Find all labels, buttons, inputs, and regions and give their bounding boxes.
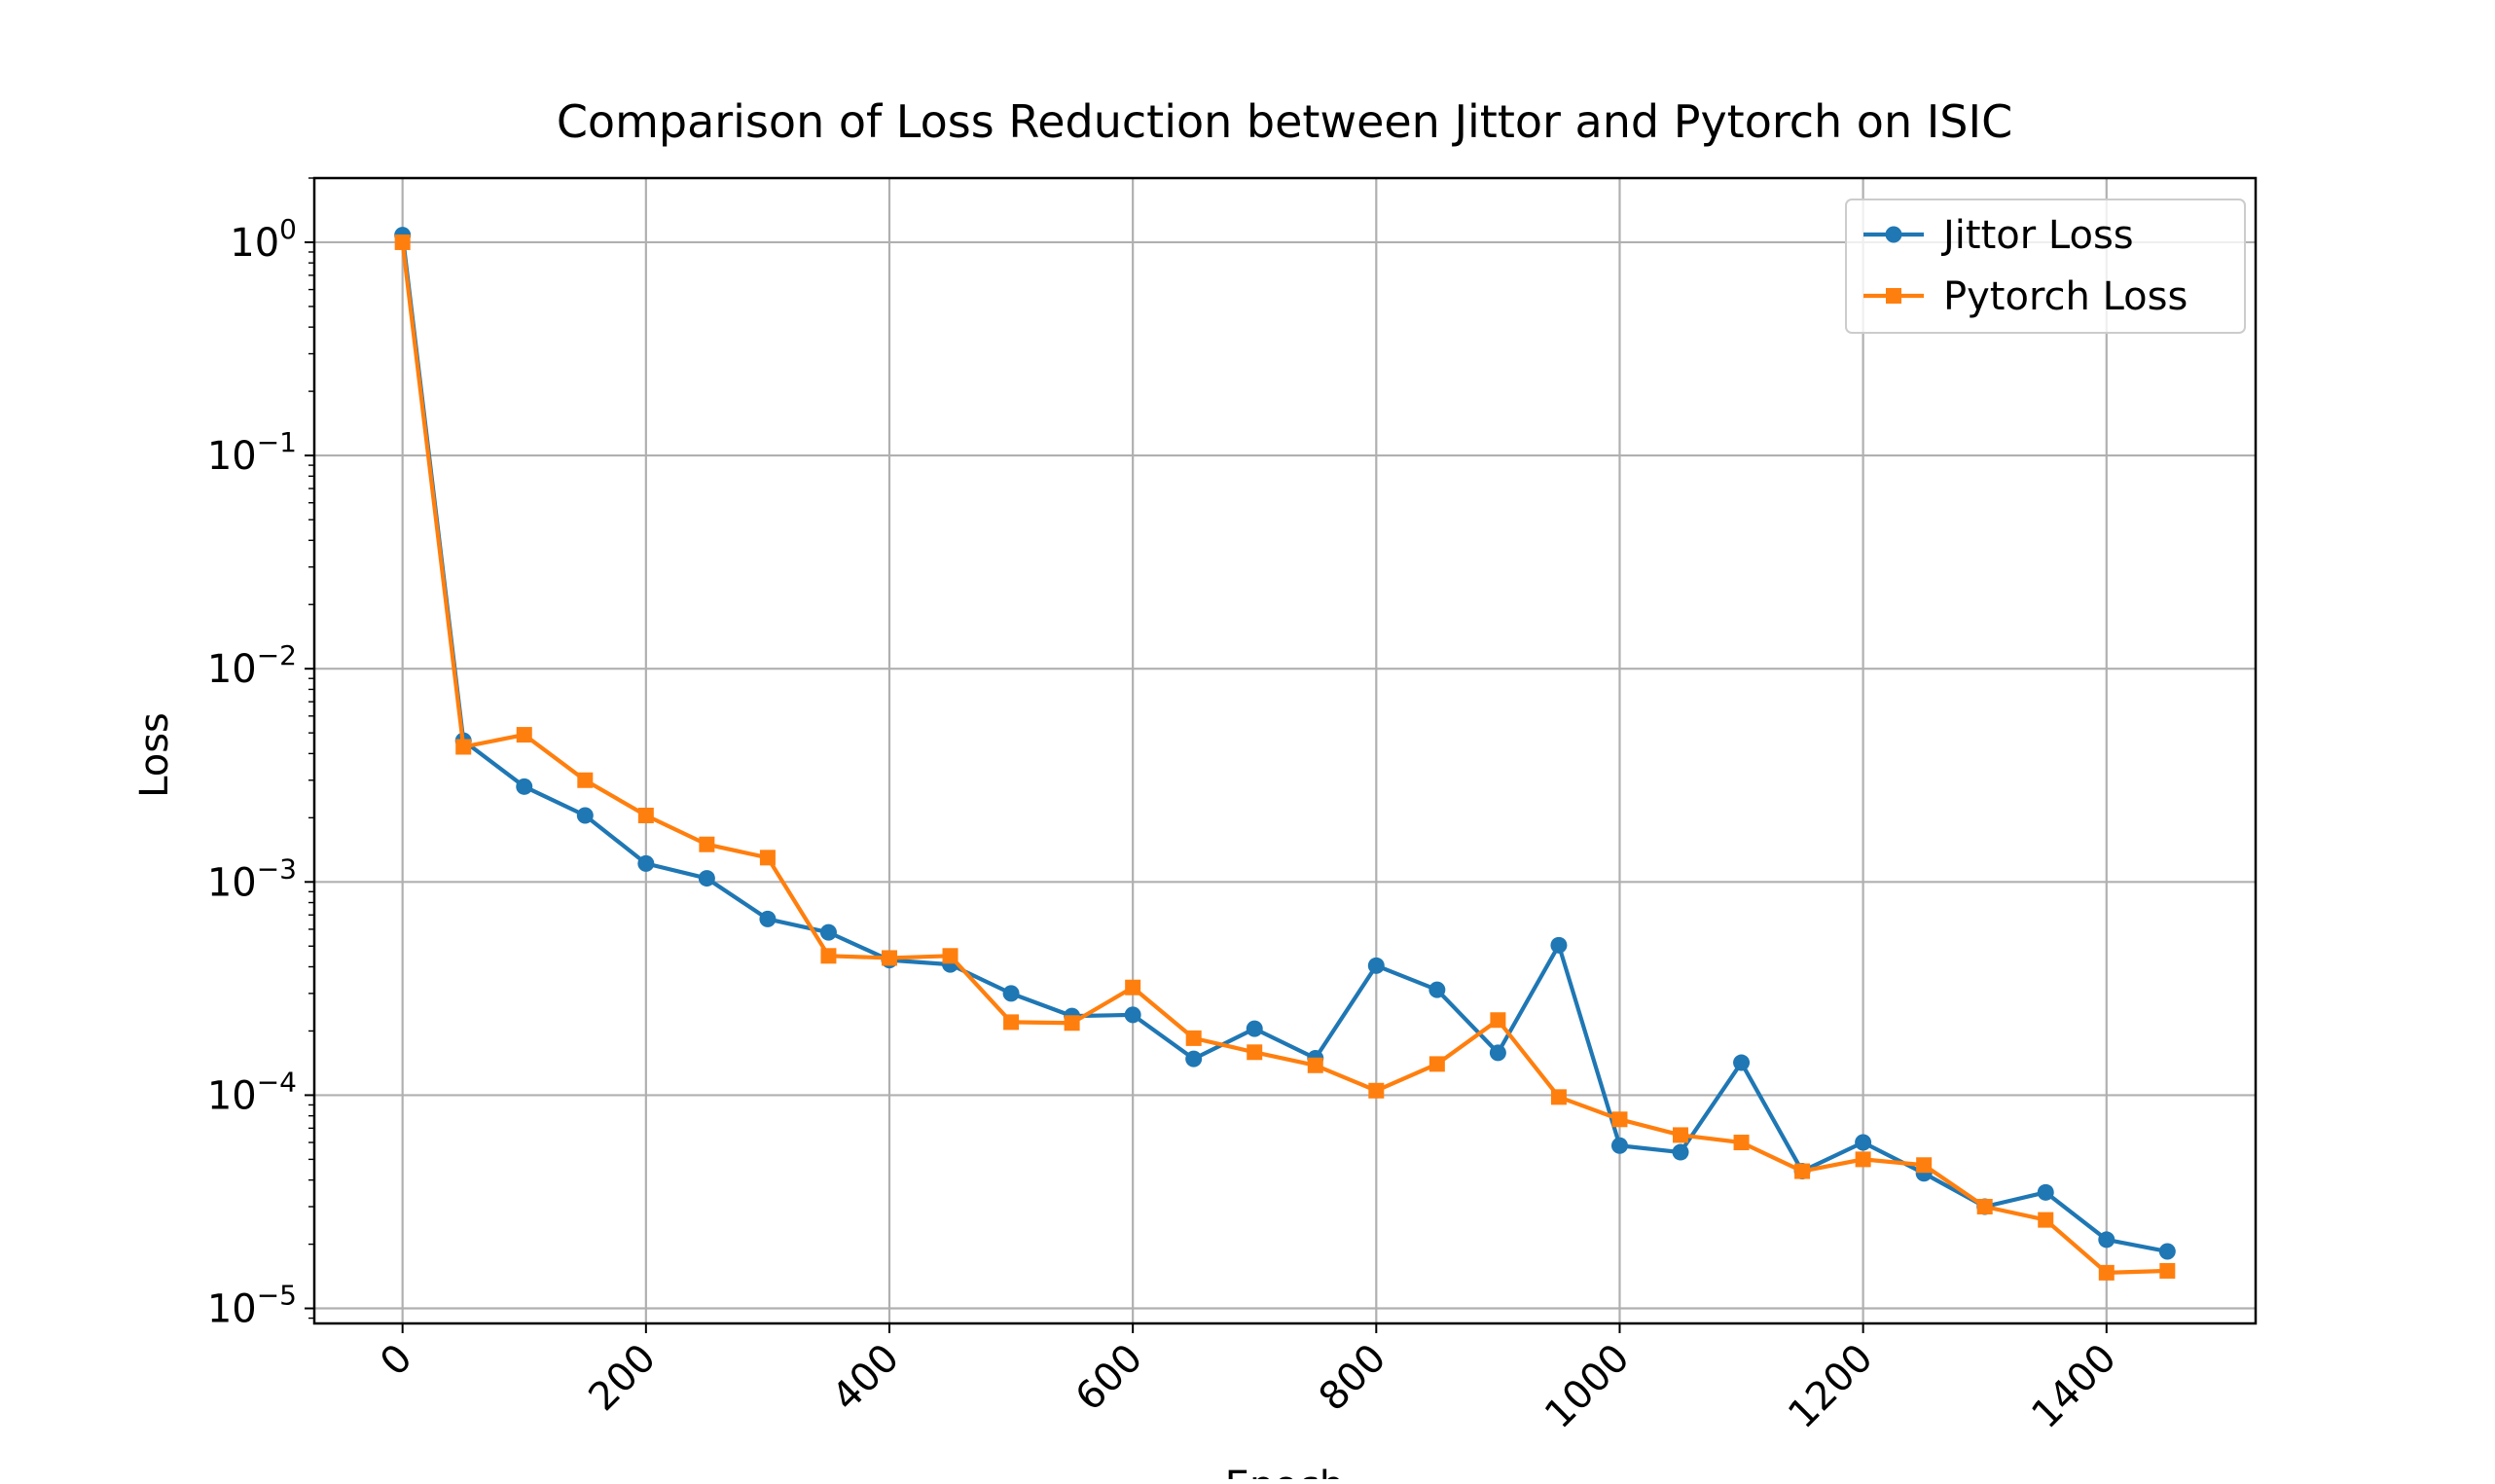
data-point bbox=[2098, 1231, 2115, 1249]
legend-label: Jittor Loss bbox=[1940, 213, 2134, 258]
data-point bbox=[1733, 1135, 1750, 1151]
series-line bbox=[400, 233, 2170, 1254]
data-point bbox=[1002, 985, 1020, 1002]
y-tick-label-exponent: 0 bbox=[279, 213, 297, 245]
y-tick-label-base: 10 bbox=[207, 860, 257, 905]
y-tick-label: 10−5 bbox=[207, 1280, 297, 1332]
y-tick-label-base: 10 bbox=[207, 434, 257, 479]
data-point bbox=[637, 807, 654, 823]
data-point bbox=[820, 948, 837, 964]
y-tick-label: 10−4 bbox=[207, 1066, 297, 1118]
y-axis-label: Loss bbox=[132, 712, 177, 798]
y-tick-label: 10−2 bbox=[207, 639, 297, 692]
series-line bbox=[400, 239, 2170, 1275]
data-point bbox=[819, 923, 837, 941]
data-point bbox=[2158, 1243, 2176, 1260]
data-point bbox=[1247, 1044, 1263, 1061]
legend-label: Pytorch Loss bbox=[1943, 274, 2188, 319]
grid-lines bbox=[314, 178, 2256, 1323]
y-tick-label-exponent: −1 bbox=[257, 426, 297, 458]
data-point bbox=[1307, 1057, 1323, 1073]
data-point bbox=[759, 910, 777, 927]
y-tick-label-base: 10 bbox=[207, 1287, 257, 1332]
legend-item: Jittor Loss bbox=[1863, 213, 2134, 258]
y-tick-label-base: 10 bbox=[207, 1073, 257, 1118]
data-point bbox=[1610, 1137, 1628, 1154]
data-point bbox=[1003, 1014, 1020, 1031]
data-point bbox=[455, 739, 472, 755]
y-tick-label-exponent: −2 bbox=[257, 639, 297, 671]
data-point bbox=[1672, 1143, 1689, 1161]
data-point bbox=[881, 950, 897, 966]
data-point bbox=[1611, 1111, 1628, 1128]
data-point bbox=[576, 807, 594, 824]
data-point bbox=[1489, 1044, 1506, 1062]
legend-swatch-marker bbox=[1885, 226, 1902, 243]
legend-box bbox=[1845, 199, 2246, 334]
data-point bbox=[1976, 1198, 1993, 1214]
data-point bbox=[1673, 1127, 1689, 1143]
data-point bbox=[577, 772, 594, 788]
chart-title: Comparison of Loss Reduction between Jit… bbox=[557, 95, 2012, 148]
data-point bbox=[1368, 1082, 1385, 1099]
data-point bbox=[1185, 1030, 1202, 1046]
y-tick-label-exponent: −5 bbox=[257, 1280, 297, 1312]
data-point bbox=[699, 836, 715, 852]
data-point bbox=[1733, 1054, 1751, 1071]
data-point bbox=[637, 854, 655, 872]
data-point bbox=[2159, 1262, 2176, 1279]
x-axis-label: Epoch bbox=[1225, 1464, 1344, 1479]
legend: Jittor Loss Pytorch Loss bbox=[1845, 199, 2246, 334]
plot-series bbox=[394, 227, 2176, 1281]
data-point bbox=[1064, 1015, 1080, 1032]
data-point bbox=[2037, 1183, 2054, 1201]
y-tick-label-base: 10 bbox=[207, 647, 257, 692]
y-tick-label: 10−1 bbox=[207, 426, 297, 479]
data-point bbox=[516, 778, 533, 795]
data-point bbox=[1916, 1157, 1933, 1174]
y-tick-label: 100 bbox=[230, 213, 297, 266]
data-point bbox=[1428, 1056, 1445, 1072]
data-point bbox=[942, 948, 958, 964]
data-point bbox=[698, 870, 715, 887]
legend-item: Pytorch Loss bbox=[1863, 274, 2188, 319]
y-tick-label-exponent: −3 bbox=[257, 852, 297, 885]
data-point bbox=[1428, 981, 1446, 998]
y-tick-label-base: 10 bbox=[230, 221, 279, 266]
data-point bbox=[1855, 1134, 1872, 1151]
plot-area-frame bbox=[312, 176, 2258, 1325]
data-point bbox=[759, 850, 776, 866]
data-point bbox=[1490, 1012, 1506, 1029]
data-point bbox=[1185, 1050, 1203, 1068]
data-point bbox=[1855, 1151, 1871, 1168]
data-point bbox=[2038, 1212, 2054, 1228]
data-point bbox=[1125, 979, 1141, 995]
data-point bbox=[394, 234, 411, 250]
data-point bbox=[1124, 1006, 1141, 1024]
y-tick-label: 10−3 bbox=[207, 852, 297, 905]
data-point bbox=[2098, 1264, 2115, 1281]
data-point bbox=[1550, 1089, 1567, 1105]
legend-swatch-marker bbox=[1886, 288, 1901, 304]
series-pytorch bbox=[394, 234, 2176, 1281]
data-point bbox=[1246, 1020, 1263, 1037]
data-point bbox=[1367, 957, 1385, 974]
data-point bbox=[1794, 1163, 1811, 1179]
data-point bbox=[516, 727, 532, 743]
y-tick-label-exponent: −4 bbox=[257, 1066, 297, 1098]
data-point bbox=[1550, 936, 1568, 954]
